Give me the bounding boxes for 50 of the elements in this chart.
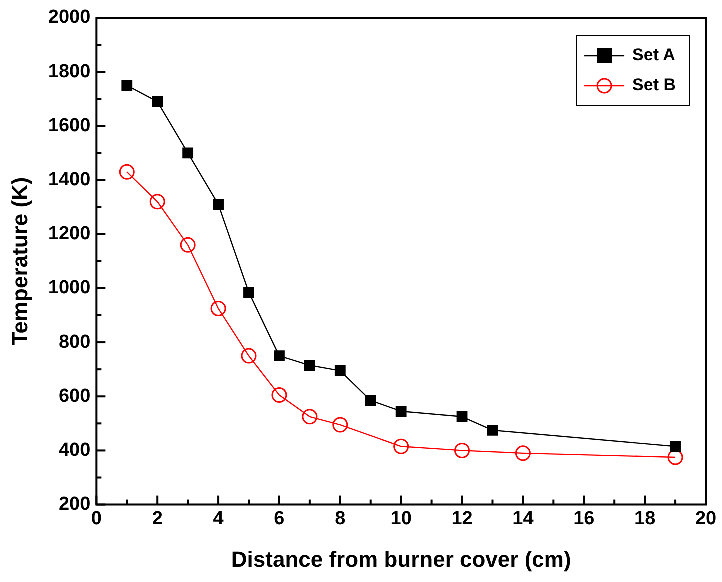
y-tick-label: 800 <box>58 332 91 353</box>
point <box>670 441 681 452</box>
y-tick-label: 1000 <box>48 278 91 299</box>
x-axis-title: Distance from burner cover (cm) <box>231 546 572 572</box>
y-tick-label: 1200 <box>48 224 91 245</box>
y-tick-label: 1400 <box>48 170 91 190</box>
point <box>515 446 531 462</box>
point <box>152 96 164 108</box>
point <box>180 237 196 253</box>
y-tick-label: 400 <box>58 440 91 461</box>
point <box>244 287 254 298</box>
point <box>396 406 407 417</box>
y-tick-label: 1800 <box>48 61 91 82</box>
x-tick-label: 20 <box>695 508 717 530</box>
y-tick-label: 1600 <box>48 115 91 136</box>
x-tick-label: 14 <box>512 508 534 530</box>
point <box>274 350 285 362</box>
point <box>456 411 468 422</box>
y-tick-label: 200 <box>58 494 91 516</box>
point <box>487 424 498 436</box>
x-tick-label: 6 <box>274 508 285 530</box>
x-tick-label: 18 <box>634 508 656 530</box>
x-tick-label: 0 <box>91 508 102 530</box>
point <box>122 80 133 92</box>
x-tick-label: 10 <box>390 508 412 530</box>
point <box>213 199 224 210</box>
point <box>668 450 684 466</box>
x-tick-label: 12 <box>452 508 473 530</box>
point <box>119 164 135 180</box>
x-tick-label: 2 <box>152 508 163 530</box>
point <box>272 388 288 404</box>
point <box>394 438 410 454</box>
point <box>365 395 376 406</box>
x-tick-label: 4 <box>213 508 224 530</box>
point <box>332 417 348 433</box>
y-tick-label: 2000 <box>48 7 91 28</box>
point <box>210 300 226 316</box>
point <box>182 148 194 159</box>
point <box>454 442 470 458</box>
point <box>302 409 318 425</box>
x-tick-label: 8 <box>335 508 346 530</box>
y-axis-title: Temperature (K) <box>7 177 32 346</box>
point <box>334 365 346 376</box>
point <box>150 194 166 210</box>
point <box>241 348 257 364</box>
legend-label: Set B <box>632 76 676 95</box>
x-tick-label: 16 <box>574 508 595 530</box>
point <box>304 360 316 371</box>
y-tick-label: 600 <box>58 386 91 407</box>
legend-label: Set A <box>632 46 676 65</box>
